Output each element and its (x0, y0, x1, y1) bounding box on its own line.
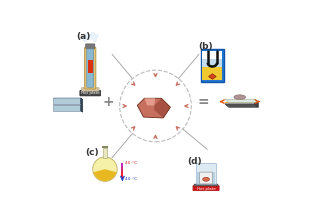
Polygon shape (53, 98, 81, 104)
FancyBboxPatch shape (193, 186, 219, 191)
Bar (202, 67, 222, 80)
Polygon shape (144, 98, 155, 105)
Polygon shape (225, 104, 258, 107)
Ellipse shape (203, 177, 209, 181)
Polygon shape (254, 99, 258, 107)
Text: (c): (c) (85, 148, 99, 157)
Polygon shape (137, 98, 170, 118)
Bar (121, 167, 123, 169)
Polygon shape (209, 74, 216, 79)
FancyBboxPatch shape (196, 163, 216, 184)
FancyBboxPatch shape (201, 49, 224, 82)
FancyBboxPatch shape (85, 47, 96, 89)
Text: +: + (102, 95, 114, 109)
Circle shape (93, 38, 97, 42)
Bar (121, 165, 123, 167)
Bar (202, 59, 222, 67)
Polygon shape (225, 102, 254, 103)
Text: (a): (a) (77, 32, 91, 41)
Bar (197, 172, 216, 184)
Bar (103, 148, 107, 158)
Circle shape (93, 157, 117, 181)
Text: =: = (197, 95, 209, 109)
Bar (194, 184, 218, 186)
Polygon shape (81, 98, 83, 105)
Polygon shape (154, 98, 170, 118)
Bar (121, 176, 123, 179)
Bar (202, 51, 222, 80)
FancyBboxPatch shape (80, 90, 100, 96)
Bar (121, 173, 123, 175)
Circle shape (85, 33, 89, 36)
Text: (d): (d) (188, 157, 202, 166)
FancyBboxPatch shape (87, 49, 94, 87)
Polygon shape (53, 105, 83, 106)
Wedge shape (94, 169, 116, 181)
Bar (121, 174, 123, 177)
Circle shape (88, 34, 93, 39)
Text: 40 °C: 40 °C (125, 161, 137, 165)
Bar (88, 60, 93, 73)
Bar (121, 169, 123, 171)
Circle shape (83, 37, 87, 41)
Bar (121, 170, 123, 173)
Circle shape (91, 32, 95, 36)
Polygon shape (53, 105, 81, 111)
Text: Hot plate: Hot plate (197, 187, 216, 191)
FancyBboxPatch shape (81, 88, 99, 91)
Ellipse shape (234, 95, 246, 99)
FancyBboxPatch shape (86, 44, 95, 49)
Text: Hot plate: Hot plate (81, 91, 100, 95)
Circle shape (95, 34, 98, 37)
Polygon shape (225, 99, 258, 103)
Text: 40 °C: 40 °C (125, 177, 137, 181)
FancyBboxPatch shape (200, 172, 212, 184)
Bar (121, 163, 123, 165)
Polygon shape (53, 98, 83, 99)
Text: (b): (b) (199, 42, 213, 51)
Polygon shape (81, 105, 83, 112)
